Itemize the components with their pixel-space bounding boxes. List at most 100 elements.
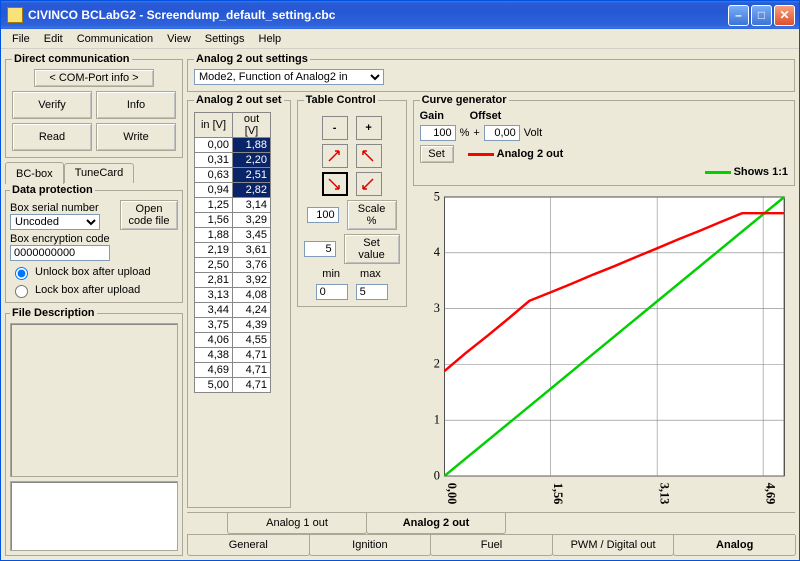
menu-file[interactable]: File xyxy=(5,31,37,47)
svg-text:1,56: 1,56 xyxy=(550,483,564,505)
arrow-nw-icon[interactable] xyxy=(322,144,348,168)
tab-analog-2-out[interactable]: Analog 2 out xyxy=(366,513,506,534)
minimize-button[interactable]: – xyxy=(728,5,749,26)
close-button[interactable]: ✕ xyxy=(774,5,795,26)
menu-view[interactable]: View xyxy=(160,31,198,47)
minus-button[interactable]: - xyxy=(322,116,348,140)
legend-line-green xyxy=(705,171,731,174)
set-button[interactable]: Set xyxy=(420,145,454,163)
unlock-label: Unlock box after upload xyxy=(35,266,151,278)
tab-analog-1-out[interactable]: Analog 1 out xyxy=(227,513,367,534)
scale-input[interactable] xyxy=(307,207,339,223)
table-row[interactable]: 1,883,45 xyxy=(195,228,271,243)
legend-line-red xyxy=(468,153,494,156)
menu-edit[interactable]: Edit xyxy=(37,31,70,47)
svg-text:0,00: 0,00 xyxy=(444,483,458,505)
table-row[interactable]: 2,503,76 xyxy=(195,258,271,273)
analog2-mode-select[interactable]: Mode2, Function of Analog2 in xyxy=(194,69,384,85)
comport-info-button[interactable]: < COM-Port info > xyxy=(34,69,154,87)
table-row[interactable]: 2,193,61 xyxy=(195,243,271,258)
setvalue-input[interactable] xyxy=(304,241,336,257)
menu-communication[interactable]: Communication xyxy=(70,31,160,47)
offset-input[interactable] xyxy=(484,125,520,141)
table-row[interactable]: 0,312,20 xyxy=(195,153,271,168)
max-input[interactable] xyxy=(356,284,388,300)
info-button[interactable]: Info xyxy=(96,91,176,119)
analog2-outset-group: Analog 2 out set in [V] out [V] 0,001,88… xyxy=(187,94,291,508)
tab-general[interactable]: General xyxy=(187,535,310,556)
setvalue-button[interactable]: Set value xyxy=(344,234,400,264)
serial-select[interactable]: Uncoded xyxy=(10,214,100,230)
analog2-settings-group: Analog 2 out settings Mode2, Function of… xyxy=(187,53,795,92)
table-row[interactable]: 5,004,71 xyxy=(195,378,271,393)
scale-button[interactable]: Scale % xyxy=(347,200,397,230)
min-label: min xyxy=(322,268,340,280)
plus-label: + xyxy=(473,127,479,139)
table-control-legend: Table Control xyxy=(304,94,378,106)
arrow-sw-icon[interactable] xyxy=(322,172,348,196)
table-control-group: Table Control - + xyxy=(297,94,407,307)
tab-ignition[interactable]: Ignition xyxy=(309,535,432,556)
menu-settings[interactable]: Settings xyxy=(198,31,252,47)
table-row[interactable]: 3,134,08 xyxy=(195,288,271,303)
tab-analog[interactable]: Analog xyxy=(673,535,796,556)
legend-11: Shows 1:1 xyxy=(734,166,788,178)
table-row[interactable]: 1,253,14 xyxy=(195,198,271,213)
analog2-outset-legend: Analog 2 out set xyxy=(194,94,284,106)
enc-label: Box encryption code xyxy=(10,233,178,245)
file-desc-legend: File Description xyxy=(10,307,97,319)
file-desc-area-2[interactable] xyxy=(10,481,178,551)
write-button[interactable]: Write xyxy=(96,123,176,151)
table-row[interactable]: 0,001,88 xyxy=(195,138,271,153)
read-button[interactable]: Read xyxy=(12,123,92,151)
curve-gen-legend: Curve generator xyxy=(420,94,509,106)
svg-text:0: 0 xyxy=(433,468,439,482)
lock-label: Lock box after upload xyxy=(35,284,140,296)
window-title: CIVINCO BCLabG2 - Screendump_default_set… xyxy=(28,8,728,22)
volt-label: Volt xyxy=(524,127,542,139)
col-out-header: out [V] xyxy=(233,113,271,138)
tab-pwm-digital-out[interactable]: PWM / Digital out xyxy=(552,535,675,556)
table-row[interactable]: 4,064,55 xyxy=(195,333,271,348)
file-desc-area-1[interactable] xyxy=(10,323,178,477)
table-row[interactable]: 0,632,51 xyxy=(195,168,271,183)
analog2-table[interactable]: in [V] out [V] 0,001,880,312,200,632,510… xyxy=(194,112,271,393)
data-protection-legend: Data protection xyxy=(10,184,95,196)
offset-label: Offset xyxy=(470,110,502,122)
svg-text:3,13: 3,13 xyxy=(657,483,671,505)
tab-tunecard[interactable]: TuneCard xyxy=(64,163,135,183)
maximize-button[interactable]: □ xyxy=(751,5,772,26)
table-row[interactable]: 0,942,82 xyxy=(195,183,271,198)
table-row[interactable]: 4,694,71 xyxy=(195,363,271,378)
gain-input[interactable] xyxy=(420,125,456,141)
svg-text:1: 1 xyxy=(433,413,439,427)
arrow-ne-icon[interactable] xyxy=(356,144,382,168)
tab-fuel[interactable]: Fuel xyxy=(430,535,553,556)
lock-radio[interactable] xyxy=(15,285,28,298)
menubar: FileEditCommunicationViewSettingsHelp xyxy=(1,29,799,49)
table-row[interactable]: 2,813,92 xyxy=(195,273,271,288)
serial-label: Box serial number xyxy=(10,202,116,214)
menu-help[interactable]: Help xyxy=(252,31,289,47)
chart-svg: 0123450,001,563,134,69 xyxy=(413,188,795,508)
titlebar: CIVINCO BCLabG2 - Screendump_default_set… xyxy=(1,1,799,29)
svg-text:2: 2 xyxy=(433,357,439,371)
col-in-header: in [V] xyxy=(195,113,233,138)
enc-code-input[interactable] xyxy=(10,245,110,261)
table-row[interactable]: 3,754,39 xyxy=(195,318,271,333)
table-row[interactable]: 3,444,24 xyxy=(195,303,271,318)
plus-button[interactable]: + xyxy=(356,116,382,140)
direct-communication-group: Direct communication < COM-Port info > V… xyxy=(5,53,183,158)
curve-generator-group: Curve generator Gain Offset % + Volt xyxy=(413,94,795,186)
direct-comm-legend: Direct communication xyxy=(12,53,132,65)
legend-a2out: Analog 2 out xyxy=(497,148,564,160)
open-code-file-button[interactable]: Open code file xyxy=(120,200,178,230)
arrow-se-icon[interactable] xyxy=(356,172,382,196)
table-row[interactable]: 1,563,29 xyxy=(195,213,271,228)
bottom-tabs: Analog 1 outAnalog 2 out GeneralIgnition… xyxy=(187,512,795,556)
verify-button[interactable]: Verify xyxy=(12,91,92,119)
table-row[interactable]: 4,384,71 xyxy=(195,348,271,363)
unlock-radio[interactable] xyxy=(15,267,28,280)
tab-bcbox[interactable]: BC-box xyxy=(5,162,64,184)
min-input[interactable] xyxy=(316,284,348,300)
